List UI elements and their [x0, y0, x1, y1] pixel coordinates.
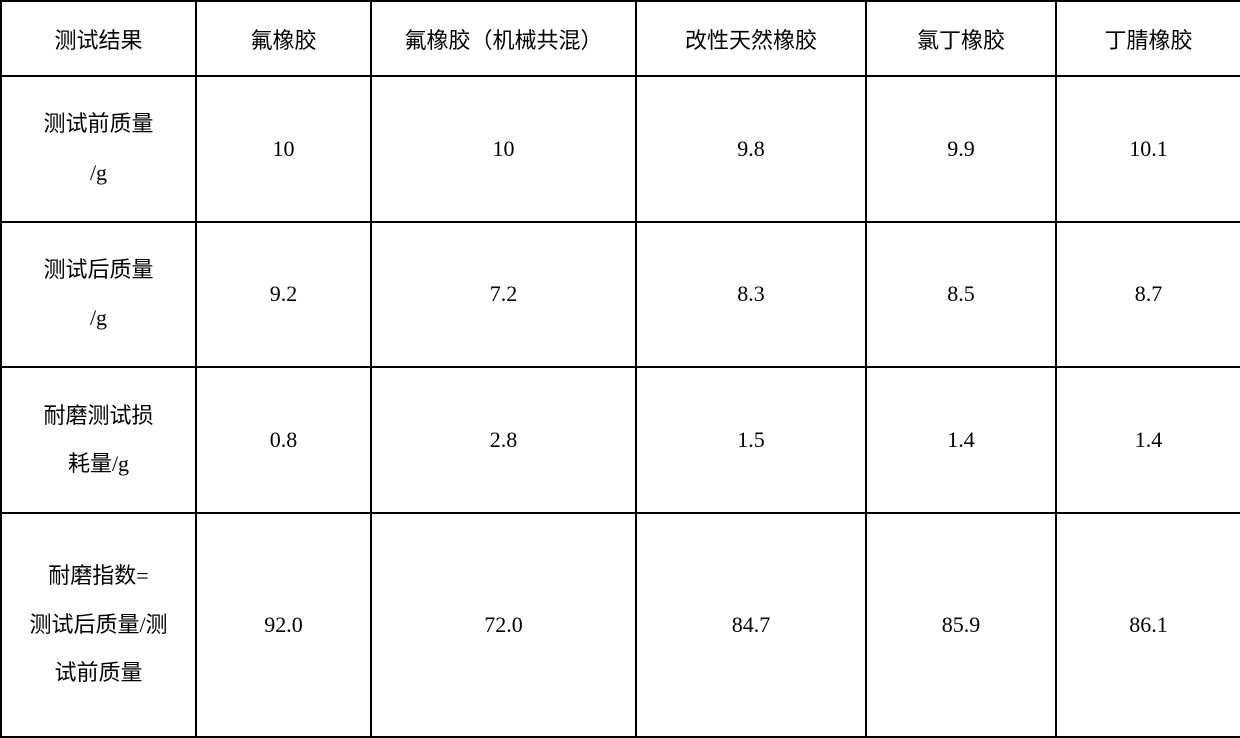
table-cell: 10: [196, 76, 371, 222]
column-header: 改性天然橡胶: [636, 1, 866, 76]
table-cell: 84.7: [636, 513, 866, 737]
table-row: 测试前质量 /g 10 10 9.8 9.9 10.1: [1, 76, 1240, 222]
table-cell: 85.9: [866, 513, 1056, 737]
table-cell: 10.1: [1056, 76, 1240, 222]
row-label-line: 耗量/g: [6, 440, 191, 488]
row-label: 测试前质量 /g: [1, 76, 196, 222]
table-cell: 1.5: [636, 367, 866, 513]
row-label: 测试后质量 /g: [1, 222, 196, 368]
column-header: 测试结果: [1, 1, 196, 76]
table-cell: 86.1: [1056, 513, 1240, 737]
table-cell: 9.8: [636, 76, 866, 222]
table-cell: 9.2: [196, 222, 371, 368]
row-label-line: /g: [6, 294, 191, 342]
table-cell: 7.2: [371, 222, 636, 368]
table-cell: 8.5: [866, 222, 1056, 368]
column-header: 丁腈橡胶: [1056, 1, 1240, 76]
table-cell: 8.7: [1056, 222, 1240, 368]
table-header-row: 测试结果 氟橡胶 氟橡胶（机械共混） 改性天然橡胶 氯丁橡胶 丁腈橡胶: [1, 1, 1240, 76]
table-row: 耐磨指数= 测试后质量/测 试前质量 92.0 72.0 84.7 85.9 8…: [1, 513, 1240, 737]
row-label: 耐磨指数= 测试后质量/测 试前质量: [1, 513, 196, 737]
row-label-line: 耐磨测试损: [6, 392, 191, 440]
row-label-line: 测试后质量/测: [6, 601, 191, 649]
table-cell: 9.9: [866, 76, 1056, 222]
table-row: 测试后质量 /g 9.2 7.2 8.3 8.5 8.7: [1, 222, 1240, 368]
column-header: 氟橡胶: [196, 1, 371, 76]
table-cell: 10: [371, 76, 636, 222]
row-label-line: 测试前质量: [6, 100, 191, 148]
table-cell: 0.8: [196, 367, 371, 513]
column-header: 氯丁橡胶: [866, 1, 1056, 76]
table-cell: 2.8: [371, 367, 636, 513]
row-label-line: 测试后质量: [6, 246, 191, 294]
data-table: 测试结果 氟橡胶 氟橡胶（机械共混） 改性天然橡胶 氯丁橡胶 丁腈橡胶 测试前质…: [0, 0, 1240, 738]
table-cell: 1.4: [866, 367, 1056, 513]
table-cell: 72.0: [371, 513, 636, 737]
table-cell: 8.3: [636, 222, 866, 368]
row-label: 耐磨测试损 耗量/g: [1, 367, 196, 513]
row-label-line: 耐磨指数=: [6, 552, 191, 600]
table-row: 耐磨测试损 耗量/g 0.8 2.8 1.5 1.4 1.4: [1, 367, 1240, 513]
row-label-line: 试前质量: [6, 649, 191, 697]
table-cell: 1.4: [1056, 367, 1240, 513]
column-header: 氟橡胶（机械共混）: [371, 1, 636, 76]
row-label-line: /g: [6, 149, 191, 197]
table-cell: 92.0: [196, 513, 371, 737]
